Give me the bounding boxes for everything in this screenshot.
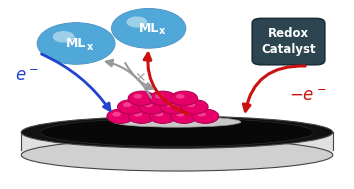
Circle shape: [38, 23, 115, 64]
Circle shape: [171, 109, 198, 123]
Circle shape: [144, 102, 153, 107]
Text: ML: ML: [66, 37, 86, 50]
Polygon shape: [21, 132, 333, 155]
Circle shape: [37, 23, 115, 64]
Ellipse shape: [21, 116, 333, 148]
Circle shape: [192, 109, 219, 123]
Circle shape: [37, 23, 115, 64]
Circle shape: [160, 100, 187, 114]
Circle shape: [53, 31, 75, 43]
Ellipse shape: [113, 117, 241, 127]
FancyBboxPatch shape: [252, 19, 325, 65]
Circle shape: [149, 109, 176, 123]
Text: $e^-$: $e^-$: [15, 67, 39, 85]
Ellipse shape: [40, 118, 314, 146]
Circle shape: [128, 109, 155, 123]
Text: ML: ML: [138, 22, 159, 35]
Text: $-e^-$: $-e^-$: [289, 87, 327, 105]
Text: x: x: [159, 26, 165, 36]
Circle shape: [112, 9, 185, 48]
Text: ✕: ✕: [134, 71, 145, 85]
Circle shape: [37, 23, 115, 64]
Circle shape: [197, 112, 206, 117]
Circle shape: [139, 100, 166, 114]
Circle shape: [128, 91, 155, 105]
Circle shape: [176, 112, 185, 117]
Ellipse shape: [21, 139, 333, 171]
Circle shape: [149, 91, 176, 105]
Circle shape: [118, 100, 144, 114]
Circle shape: [112, 9, 185, 48]
Circle shape: [187, 102, 195, 107]
Circle shape: [171, 91, 198, 105]
Circle shape: [133, 94, 142, 99]
Circle shape: [181, 100, 208, 114]
Circle shape: [126, 16, 147, 28]
Circle shape: [112, 9, 186, 48]
Circle shape: [112, 112, 121, 117]
Circle shape: [176, 94, 185, 99]
Circle shape: [112, 9, 186, 48]
Circle shape: [112, 9, 186, 48]
Circle shape: [38, 23, 115, 64]
Text: x: x: [87, 42, 93, 52]
Circle shape: [112, 9, 185, 48]
Circle shape: [112, 9, 186, 48]
Circle shape: [107, 109, 134, 123]
Circle shape: [37, 23, 115, 64]
Text: Redox
Catalyst: Redox Catalyst: [261, 27, 316, 56]
Circle shape: [112, 9, 185, 48]
Circle shape: [38, 23, 115, 64]
Circle shape: [155, 112, 164, 117]
Circle shape: [165, 102, 174, 107]
Circle shape: [133, 112, 142, 117]
Circle shape: [38, 23, 115, 64]
Circle shape: [155, 94, 164, 99]
Circle shape: [123, 102, 132, 107]
